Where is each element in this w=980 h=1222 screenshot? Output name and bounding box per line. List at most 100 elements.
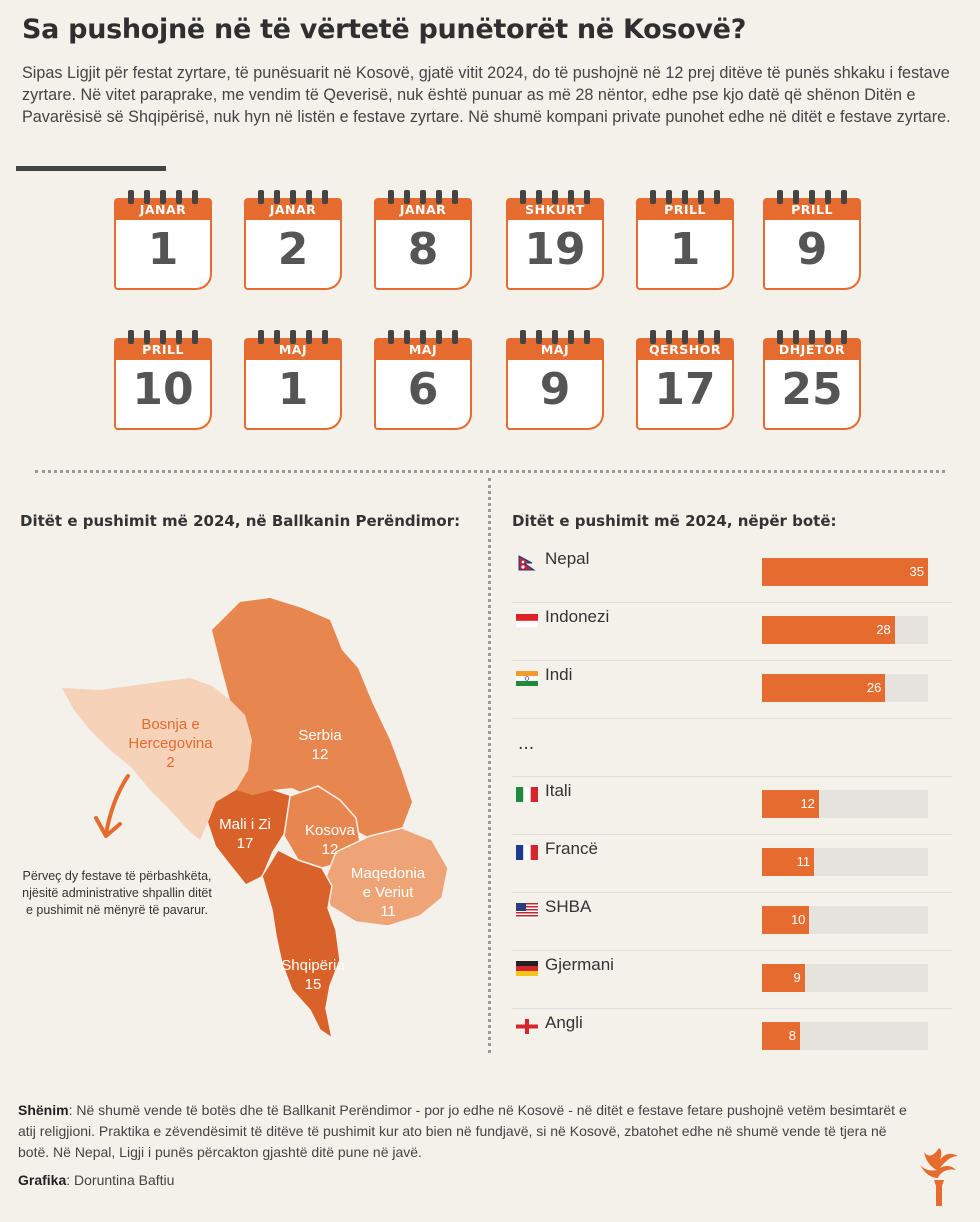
calendar-ring bbox=[568, 190, 574, 204]
calendar-ring bbox=[552, 330, 558, 344]
bar-row: SHBA 10 bbox=[512, 893, 952, 951]
flag-icon bbox=[516, 1019, 538, 1034]
balkans-map bbox=[62, 598, 449, 1040]
bar: 9 bbox=[762, 964, 805, 992]
calendar-ring bbox=[536, 190, 542, 204]
row-separator bbox=[512, 776, 952, 777]
calendar-month: SHKURT bbox=[506, 198, 604, 220]
row-separator bbox=[512, 892, 952, 893]
footer-note: Shënim: Në shumë vende të botës dhe të B… bbox=[18, 1100, 918, 1163]
calendar-month: JANAR bbox=[374, 198, 472, 220]
calendar-day: 1 bbox=[244, 360, 342, 430]
calendar-month: JANAR bbox=[114, 198, 212, 220]
bar-category-label: Gjermani bbox=[545, 955, 614, 974]
calendar-ring bbox=[666, 190, 672, 204]
title-underline bbox=[16, 166, 166, 171]
calendar-ring bbox=[841, 330, 847, 344]
calendar-date: QERSHOR 17 bbox=[636, 330, 734, 430]
bar: 26 bbox=[762, 674, 886, 702]
calendar-ring bbox=[322, 330, 328, 344]
calendar-ring bbox=[809, 330, 815, 344]
note-text: : Në shumë vende të botës dhe të Ballkan… bbox=[18, 1102, 907, 1160]
credit-text: : Doruntina Baftiu bbox=[66, 1172, 175, 1188]
calendar-day: 17 bbox=[636, 360, 734, 430]
calendar-month: DHJETOR bbox=[763, 338, 861, 360]
calendar-ring bbox=[192, 330, 198, 344]
calendar-ring bbox=[192, 190, 198, 204]
bar-row: Francë 11 bbox=[512, 835, 952, 893]
bar-row: Indonezi 28 bbox=[512, 603, 952, 661]
calendar-ring bbox=[436, 190, 442, 204]
flag-icon bbox=[516, 845, 538, 860]
calendar-ring bbox=[793, 330, 799, 344]
calendar-ring bbox=[388, 190, 394, 204]
calendar-date: JANAR 2 bbox=[244, 190, 342, 290]
calendar-ring bbox=[420, 330, 426, 344]
calendar-day: 1 bbox=[114, 220, 212, 290]
calendar-ring bbox=[176, 330, 182, 344]
calendar-ring bbox=[436, 330, 442, 344]
vertical-divider bbox=[488, 478, 491, 1053]
intro-paragraph: Sipas Ligjit për festat zyrtare, të punë… bbox=[22, 64, 951, 126]
row-separator bbox=[512, 660, 952, 661]
calendar-ring bbox=[176, 190, 182, 204]
calendar-ring bbox=[128, 330, 134, 344]
calendar-month: PRILL bbox=[763, 198, 861, 220]
calendar-date: PRILL 1 bbox=[636, 190, 734, 290]
calendar-ring bbox=[452, 190, 458, 204]
calendar-ring bbox=[841, 190, 847, 204]
calendar-ring bbox=[809, 190, 815, 204]
flag-icon bbox=[516, 555, 538, 571]
calendar-ring bbox=[698, 190, 704, 204]
bar: 11 bbox=[762, 848, 815, 876]
calendar-ring bbox=[714, 190, 720, 204]
row-separator bbox=[512, 950, 952, 951]
bar-track: 8 bbox=[762, 1022, 928, 1050]
calendar-ring bbox=[258, 330, 264, 344]
calendar-ring bbox=[258, 190, 264, 204]
region-serbia bbox=[212, 598, 412, 838]
bosnia-label: Bosnja e Hercegovina 2 bbox=[128, 716, 213, 771]
bar-category-label: Angli bbox=[545, 1013, 583, 1032]
bar-value-label: 35 bbox=[909, 564, 924, 579]
bar-row: Indi 26 bbox=[512, 661, 952, 719]
bar-track: 11 bbox=[762, 848, 928, 876]
calendar-ring bbox=[777, 330, 783, 344]
bar-track: 9 bbox=[762, 964, 928, 992]
credit: Grafika: Doruntina Baftiu bbox=[18, 1172, 174, 1188]
calendar-ring bbox=[274, 190, 280, 204]
calendar-ring bbox=[290, 330, 296, 344]
annotation-arrowhead bbox=[94, 816, 122, 838]
bar-category-label: Francë bbox=[545, 839, 598, 858]
calendar-ring bbox=[322, 190, 328, 204]
calendar-ring bbox=[388, 330, 394, 344]
calendar-month: PRILL bbox=[636, 198, 734, 220]
bar-value-label: 11 bbox=[796, 854, 811, 869]
calendar-ring bbox=[584, 330, 590, 344]
calendar-date: SHKURT 19 bbox=[506, 190, 604, 290]
calendar-ring bbox=[777, 190, 783, 204]
calendar-date: PRILL 10 bbox=[114, 330, 212, 430]
flag-icon bbox=[516, 787, 538, 802]
row-separator bbox=[512, 834, 952, 835]
calendar-ring bbox=[420, 190, 426, 204]
bar-value-label: 28 bbox=[876, 622, 891, 637]
albania-label: Shqipëria 15 bbox=[281, 957, 345, 993]
calendar-ring bbox=[552, 190, 558, 204]
serbia-label: Serbia 12 bbox=[298, 727, 342, 763]
calendar-date: MAJ 6 bbox=[374, 330, 472, 430]
calendar-ring bbox=[128, 190, 134, 204]
bar-track: 26 bbox=[762, 674, 928, 702]
calendar-date: PRILL 9 bbox=[763, 190, 861, 290]
calendar-ring bbox=[650, 190, 656, 204]
calendar-ring bbox=[825, 190, 831, 204]
bar-row: Itali 12 bbox=[512, 777, 952, 835]
bar-value-label: 26 bbox=[866, 680, 882, 695]
calendar-ring bbox=[584, 190, 590, 204]
calendar-day: 19 bbox=[506, 220, 604, 290]
kosovo-label: Kosova 12 bbox=[304, 822, 356, 858]
bar-category-label: SHBA bbox=[545, 897, 592, 916]
calendar-day: 1 bbox=[636, 220, 734, 290]
calendar-ring bbox=[144, 190, 150, 204]
calendar-ring bbox=[793, 190, 799, 204]
